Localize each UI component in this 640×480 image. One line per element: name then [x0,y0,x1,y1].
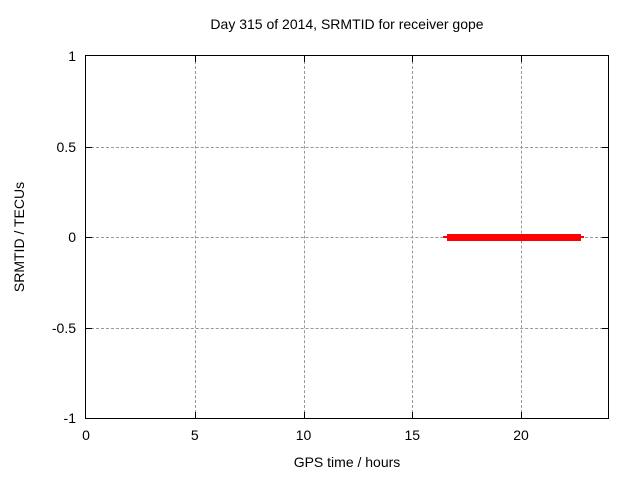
x-tick-mark-top [521,56,522,62]
y-tick-mark-left [86,327,92,329]
x-tick-label: 0 [82,427,90,443]
x-tick-mark-bottom [303,412,305,418]
x-tick-label: 10 [295,427,312,443]
y-tick-label: 1 [68,48,76,64]
y-tick-mark-right [602,327,608,329]
plot-area [85,55,609,419]
x-axis-label: GPS time / hours [293,454,401,470]
x-tick-mark-top [303,56,305,62]
y-gridline [86,146,608,148]
x-tick-mark-bottom [521,412,522,418]
y-tick-label: -1 [63,410,76,426]
y-tick-label: 0.5 [56,138,76,155]
x-tick-mark-top [194,56,196,62]
y-tick-label: 0 [68,229,76,245]
y-tick-mark-left [86,146,92,148]
x-tick-mark-top [412,56,414,62]
y-gridline [86,327,608,329]
x-tick-mark-bottom [412,412,414,418]
x-tick-label: 15 [404,427,421,443]
y-tick-label: -0.5 [51,319,76,336]
series-segment [447,233,581,241]
y-tick-mark-left [86,237,92,238]
x-tick-label: 20 [513,427,529,443]
y-tick-mark-right [602,237,608,238]
y-gridline [86,237,608,238]
chart-title: Day 315 of 2014, SRMTID for receiver gop… [210,16,484,32]
y-tick-mark-right [602,146,608,148]
x-tick-mark-bottom [194,412,196,418]
x-tick-label: 5 [190,427,199,443]
